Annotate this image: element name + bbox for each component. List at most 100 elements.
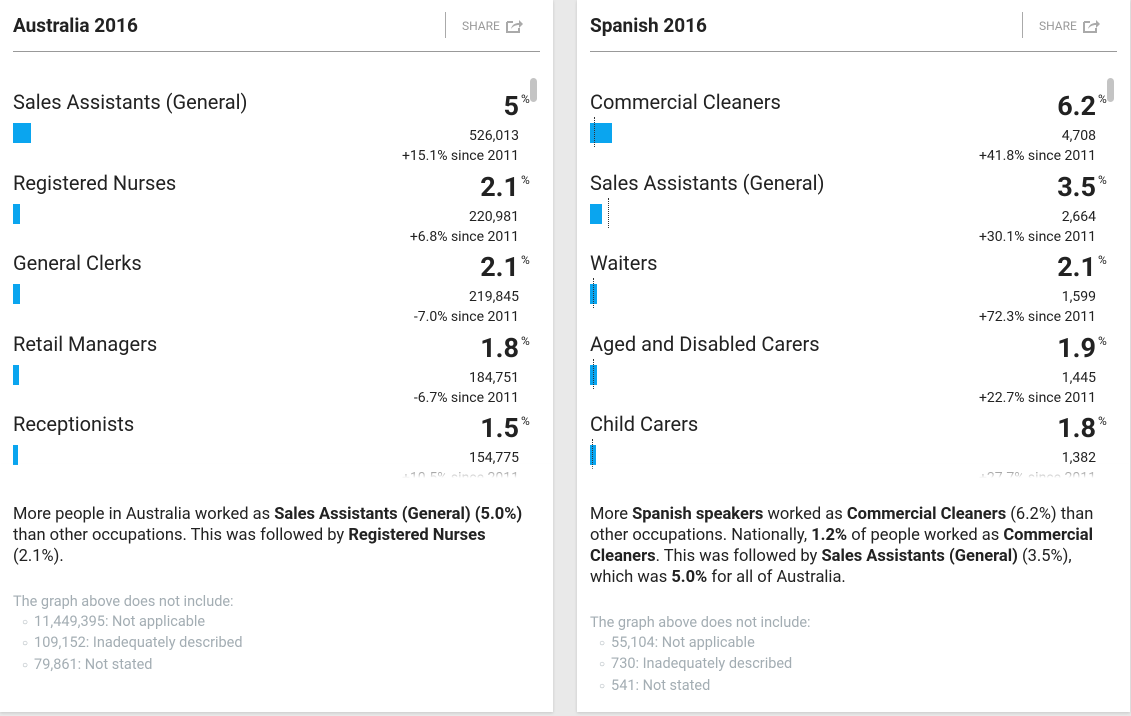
occupation-name: Retail Managers — [13, 331, 158, 356]
percent-unit: % — [1098, 172, 1107, 187]
occupation-name: Aged and Disabled Carers — [590, 331, 820, 356]
percent-value: 5 — [503, 90, 520, 122]
occupation-row: Receptionists 1.5% 154,775 +10.5% since 201… — [0, 398, 553, 478]
summary-text: 5.0% — [671, 568, 708, 587]
bar — [13, 364, 20, 385]
card-title: Spanish 2016 — [590, 14, 707, 37]
occupation-list[interactable]: Commercial Cleaners 6.2% 4,708 +41.8% since… — [577, 76, 1130, 478]
summary-text: More people in Australia worked as — [13, 505, 275, 524]
count: 219,845 — [469, 289, 519, 305]
count: 2,664 — [1061, 208, 1096, 225]
note-title: The graph above does not include: — [13, 593, 234, 610]
percent-value: 2.1 — [480, 251, 519, 283]
note-item: 541: Not stated — [599, 676, 811, 698]
percent-unit: % — [521, 253, 530, 267]
summary-text: Sales Assistants (General) — [821, 547, 1018, 566]
note-item: 11,449,395: Not applicable — [22, 612, 243, 634]
note-item: 109,152: Inadequately described — [22, 633, 243, 655]
note-item: 55,104: Not applicable — [599, 633, 811, 655]
occupation-row: Waiters 2.1% 1,599 +72.3% since 2011 — [577, 237, 1130, 325]
occupation-name: Sales Assistants (General) — [590, 170, 825, 195]
count: 4,708 — [1061, 128, 1096, 144]
count: 1,599 — [1061, 289, 1096, 305]
occupation-name: Commercial Cleaners — [590, 90, 781, 114]
occupation-row: Commercial Cleaners 6.2% 4,708 +41.8% since… — [577, 76, 1130, 164]
summary-text: Spanish speakers — [632, 505, 764, 524]
summary-text: (5.0%) — [474, 505, 523, 524]
summary-text: More — [590, 505, 633, 524]
share-icon — [505, 20, 523, 33]
occupation-row: Aged and Disabled Carers 1.9% 1,445 +22.7% … — [577, 318, 1130, 406]
share-icon — [1082, 20, 1100, 33]
percent-unit: % — [1098, 253, 1107, 267]
percent-value: 3.5 — [1057, 170, 1096, 203]
summary-text: Commercial Cleaners — [846, 505, 1007, 524]
occupation-row: Registered Nurses 2.1% 220,981 +6.8% since … — [0, 157, 553, 245]
summary-text: (6.2%) than other occupations. Nationall… — [590, 505, 1094, 545]
share-label: SHARE — [462, 19, 500, 33]
count: 184,751 — [469, 369, 519, 386]
percent-value: 1.8 — [1057, 412, 1096, 444]
card: Australia 2016 SHARE Sales Assistants (Gen… — [0, 0, 553, 712]
percent-unit: % — [1098, 414, 1107, 428]
occupation-row: Sales Assistants (General) 5% 526,013 +15.1… — [0, 76, 553, 164]
summary-text: for all of Australia. — [707, 568, 846, 587]
occupation-list[interactable]: Sales Assistants (General) 5% 526,013 +15.1… — [0, 76, 553, 478]
divider — [445, 12, 446, 38]
share-button[interactable]: SHARE — [462, 18, 523, 34]
change: +15.1% since 2011 — [401, 148, 519, 164]
note-list: 55,104: Not applicable730: Inadequately … — [590, 633, 811, 698]
occupation-row: Child Carers 1.8% 1,382 +27.7% since 2011 — [577, 398, 1130, 478]
bar — [590, 123, 612, 143]
note-list: 11,449,395: Not applicable109,152: Inade… — [13, 612, 243, 677]
scrollbar-thumb[interactable] — [530, 78, 537, 102]
share-button[interactable]: SHARE — [1039, 18, 1100, 34]
national-marker — [592, 358, 594, 389]
occupation-name: Child Carers — [590, 412, 699, 436]
bar — [13, 203, 21, 224]
percent-unit: % — [521, 414, 530, 428]
bar — [13, 284, 21, 304]
occupation-name: Registered Nurses — [13, 170, 177, 195]
occupation-row: General Clerks 2.1% 219,845 -7.0% since 201… — [0, 237, 553, 325]
note-item: 730: Inadequately described — [599, 654, 811, 676]
occupation-row: Retail Managers 1.8% 184,751 -6.7% since 20… — [0, 318, 553, 406]
summary-text: (3.5%), which was — [590, 547, 1072, 587]
summary-text: than other occupations. This was followe… — [13, 526, 349, 545]
bar — [590, 445, 597, 465]
percent-unit: % — [521, 172, 530, 187]
summary-text: Registered Nurses — [348, 526, 486, 545]
scrollbar-thumb[interactable] — [1107, 78, 1114, 102]
count: 526,013 — [469, 128, 519, 144]
change: +10.5% since 2011 — [401, 470, 519, 478]
summary: More Spanish speakers worked as Commerci… — [590, 504, 1115, 588]
bar — [13, 123, 31, 143]
count: 220,981 — [469, 208, 519, 225]
summary-text: . This was followed by — [655, 547, 822, 566]
percent-unit: % — [521, 92, 530, 106]
summary-text: worked as — [763, 505, 847, 524]
bar — [13, 445, 19, 465]
summary-text: Commercial Cleaners — [590, 526, 1093, 566]
occupation-name: Sales Assistants (General) — [13, 90, 248, 114]
percent-unit: % — [521, 333, 530, 348]
change: +6.8% since 2011 — [409, 228, 519, 245]
note-title: The graph above does not include: — [590, 614, 811, 631]
summary-text: of people worked as — [847, 526, 1004, 545]
change: -7.0% since 2011 — [413, 309, 519, 325]
summary: More people in Australia worked as Sales… — [13, 504, 538, 567]
note-item: 79,861: Not stated — [22, 655, 243, 677]
summary-text: Sales Assistants (General) — [274, 505, 471, 524]
summary-text: 1.2% — [811, 526, 848, 545]
percent-value: 6.2 — [1057, 90, 1096, 122]
occupation-name: General Clerks — [13, 251, 142, 275]
card: Spanish 2016 SHARE Commercial Cleaners 6.2%… — [577, 0, 1130, 712]
occupation-row: Sales Assistants (General) 3.5% 2,664 +30.1… — [577, 157, 1130, 245]
count: 1,445 — [1061, 369, 1096, 386]
percent-value: 2.1 — [480, 170, 519, 203]
national-marker — [594, 117, 596, 147]
percent-value: 1.9 — [1057, 331, 1096, 364]
change: +22.7% since 2011 — [978, 389, 1096, 406]
change: -6.7% since 2011 — [413, 389, 519, 406]
